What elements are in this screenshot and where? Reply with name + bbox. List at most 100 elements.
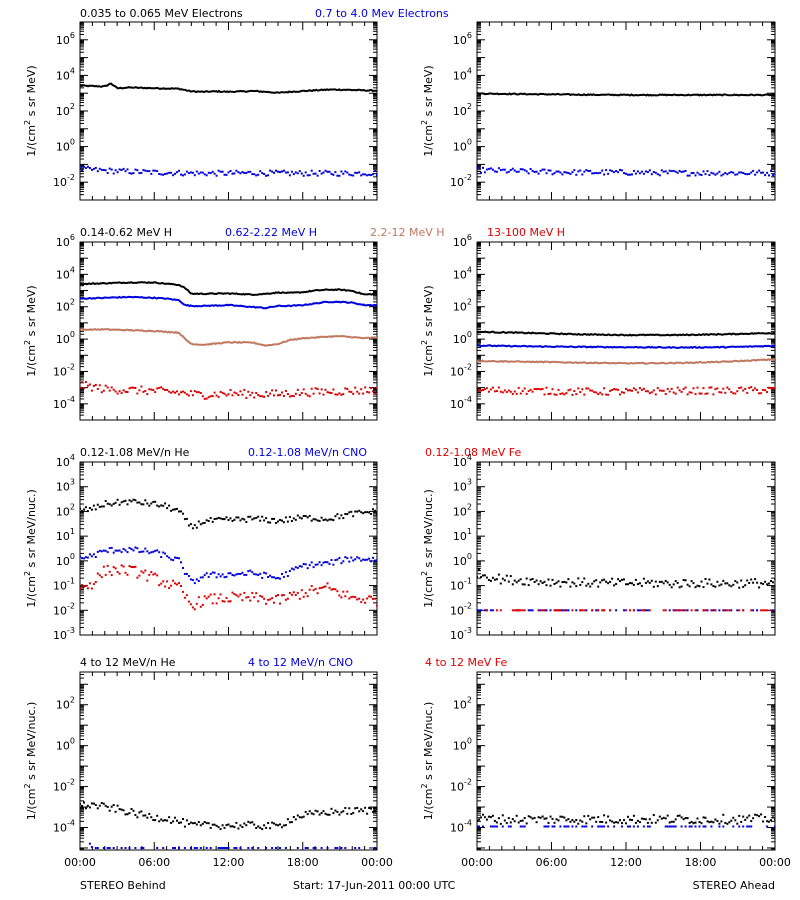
series-point [140, 570, 143, 573]
series-point [340, 514, 343, 517]
series-point [623, 391, 625, 394]
series-point [108, 389, 111, 392]
series-point [294, 392, 297, 395]
series-point [668, 821, 671, 824]
series-point [140, 385, 143, 388]
series-point [128, 499, 131, 502]
series-point [318, 587, 321, 590]
series-point [189, 603, 192, 606]
series-point [90, 846, 93, 849]
series-point [477, 819, 478, 822]
series-point [668, 169, 671, 172]
series-point [754, 173, 757, 176]
series-point [203, 595, 206, 598]
series-point [593, 580, 596, 583]
series-point [290, 593, 293, 596]
series-point [644, 818, 647, 821]
series-point [187, 394, 190, 397]
series-point [706, 582, 709, 585]
series-point [670, 825, 673, 828]
series-point [619, 819, 621, 822]
series-point [529, 816, 532, 819]
series-point [193, 822, 196, 824]
series-point [511, 393, 514, 395]
series-point [565, 581, 568, 584]
series-point [302, 595, 305, 598]
series-point [160, 818, 163, 821]
series-point [330, 392, 333, 394]
series-point [607, 582, 610, 585]
series-point [772, 174, 774, 177]
series-point [368, 807, 371, 809]
series-point [96, 572, 99, 575]
series-point [585, 822, 588, 825]
series-point [354, 558, 357, 561]
series-point [730, 171, 733, 173]
series-point [738, 609, 741, 612]
series-point [718, 609, 721, 612]
series-point [296, 172, 299, 175]
series-point [374, 392, 376, 395]
series-point [575, 819, 578, 821]
series-point [261, 576, 264, 579]
series-point [531, 578, 534, 580]
series-point [112, 172, 115, 175]
series-point [366, 511, 369, 514]
series-point [251, 591, 254, 594]
series-point [225, 575, 228, 578]
series-point [96, 388, 99, 390]
series-point [720, 820, 723, 823]
series-point [768, 582, 770, 585]
series-point [239, 573, 242, 575]
series-point [261, 515, 264, 518]
series-point [294, 171, 297, 174]
series-point [551, 817, 554, 820]
series-point [621, 169, 623, 172]
series-point [762, 609, 765, 612]
series-point [680, 825, 683, 828]
series-point [760, 609, 763, 612]
series-point [758, 586, 761, 589]
series-point [164, 173, 167, 175]
series-point [716, 172, 719, 175]
series-point [609, 389, 612, 392]
series-point [304, 810, 307, 813]
series-point [235, 594, 238, 597]
series-layer [477, 568, 775, 612]
series-point [732, 392, 735, 395]
series-point [501, 577, 504, 580]
series-point [569, 820, 572, 823]
series-point [603, 387, 606, 390]
series-point [563, 393, 566, 396]
series-point [750, 825, 753, 828]
series-point [531, 390, 534, 393]
series-point [758, 169, 761, 172]
series-point [527, 390, 530, 393]
series-point [298, 516, 301, 519]
series-point [732, 583, 735, 586]
series-point [308, 810, 311, 813]
series-point [92, 583, 95, 586]
series-point [597, 609, 600, 612]
series-point [485, 818, 488, 821]
series-point [674, 170, 677, 173]
series-point [758, 815, 761, 818]
series-point [517, 386, 520, 389]
series-point [90, 587, 93, 590]
series-point [120, 169, 123, 171]
series-point [658, 174, 661, 177]
series-point [537, 816, 540, 819]
series-point [348, 807, 351, 810]
series-point [223, 847, 226, 849]
series-point [525, 822, 528, 825]
series-point [523, 825, 526, 828]
series-point [182, 174, 184, 177]
series-point [170, 821, 173, 824]
series-point [219, 390, 222, 393]
series-point [372, 810, 374, 813]
series-point [140, 810, 143, 813]
series-point [746, 173, 749, 176]
series-point [286, 597, 289, 600]
series-point [342, 393, 345, 396]
series-point [519, 168, 522, 171]
